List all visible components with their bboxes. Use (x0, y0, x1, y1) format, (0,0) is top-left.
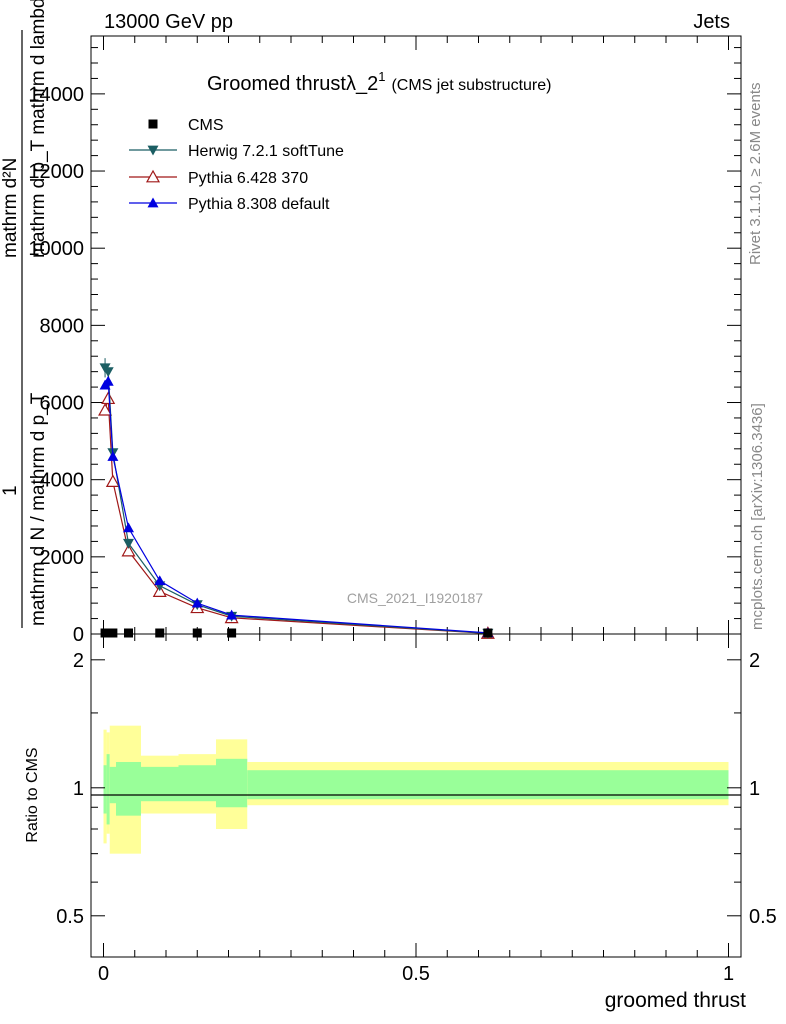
legend-herwig: Herwig 7.2.1 softTune (188, 143, 344, 160)
ratio-y-tick-label: 2 (73, 650, 84, 672)
series-point-3 (107, 451, 119, 461)
top-x-ticks (103, 36, 729, 634)
y-tick-label: 2000 (40, 547, 85, 569)
ratio-y-tick-label: 0.5 (56, 906, 84, 928)
x-axis-label: groomed thrust (605, 989, 746, 1012)
series-point-3 (102, 375, 114, 386)
y-tick-label: 6000 (40, 393, 85, 415)
top-y-ticks: 0 2000 4000 6000 8000 10000 12000 14000 (28, 47, 741, 646)
legend-marker-cms (148, 119, 158, 129)
ratio-y-tick-label-right: 0.5 (749, 906, 777, 928)
stat-uncertainty-band (116, 761, 141, 816)
series-point-3 (154, 575, 166, 586)
cms-data-point (483, 628, 493, 638)
legend-pythia6: Pythia 6.428 370 (188, 170, 308, 187)
legend-markers (129, 119, 177, 208)
plot-title: Groomed thrustλ_21 (CMS jet substructure) (207, 69, 551, 95)
legend-marker-1 (147, 145, 159, 156)
analysis-watermark: CMS_2021_I1920187 (347, 590, 483, 606)
series-point-1 (102, 367, 114, 378)
y-tick-label: 4000 (40, 470, 85, 492)
rivet-label: Rivet 3.1.10, ≥ 2.6M events (747, 83, 764, 266)
ratio-ticks: 0.5 0.5 1 1 2 2 (56, 634, 777, 957)
stat-uncertainty-band (109, 766, 116, 804)
ratio-y-tick-label-right: 2 (749, 650, 760, 672)
ylabel-num-inner: 1 (0, 485, 21, 496)
stat-uncertainty-band (141, 766, 179, 802)
series-layer (98, 358, 495, 639)
x-tick-label: 0.5 (402, 963, 430, 985)
y-tick-label: 14000 (28, 84, 84, 106)
ratio-bands (103, 725, 729, 854)
legend-pythia8: Pythia 8.308 default (188, 196, 330, 213)
header-energy: 13000 GeV pp (104, 11, 233, 33)
stat-uncertainty-band (216, 758, 248, 808)
cms-data-point (124, 628, 133, 638)
title-sub: (CMS jet substructure) (391, 77, 551, 94)
y-tick-label: 10000 (28, 238, 84, 260)
series-line-3 (104, 379, 488, 634)
legend: CMS Herwig 7.2.1 softTune Pythia 6.428 3… (129, 117, 344, 213)
series-point-3 (226, 609, 238, 620)
y-tick-label: 0 (73, 624, 84, 646)
ratio-y-tick-label-right: 1 (749, 778, 760, 800)
cms-data-point (192, 628, 202, 638)
top-y-axis-label: mathrm d²N mathrm d p_T mathrm d lambda … (0, 0, 49, 628)
y-tick-label: 12000 (28, 161, 84, 183)
series-point-3 (191, 597, 203, 608)
header-jets: Jets (693, 11, 730, 33)
cms-data-point (155, 628, 165, 638)
cms-data-point (103, 628, 113, 638)
mcplots-label: mcplots.cern.ch [arXiv:1306.3436] (749, 403, 766, 630)
series-point-2 (101, 391, 116, 405)
series-point-2 (98, 402, 113, 416)
ratio-y-tick-label: 1 (73, 778, 84, 800)
ratio-y-axis-label: Ratio to CMS (24, 747, 41, 842)
ylabel-den-inner: mathrm d N / mathrm d p_T (28, 392, 49, 626)
series-point-1 (123, 538, 134, 549)
ylabel-den-outer: mathrm d p_T mathrm d lambda (28, 0, 49, 258)
stat-uncertainty-band (103, 765, 107, 814)
y-tick-label: 8000 (40, 315, 85, 337)
series-point-2 (105, 474, 120, 488)
title-sup: 1 (378, 69, 385, 84)
stat-uncertainty-band (247, 770, 729, 800)
cms-data-point (227, 628, 237, 638)
x-tick-labels: 0 0.5 1 (98, 963, 734, 985)
stat-uncertainty-band (106, 754, 110, 825)
ylabel-num-outer: mathrm d²N (0, 158, 21, 258)
legend-cms: CMS (188, 117, 224, 134)
series-point-2 (121, 543, 136, 557)
title-main: Groomed thrustλ_2 (207, 73, 378, 95)
series-point-3 (123, 522, 134, 533)
x-tick-label: 1 (723, 963, 734, 985)
stat-uncertainty-band (178, 765, 216, 802)
legend-marker-2 (145, 169, 161, 183)
legend-marker-3 (147, 197, 159, 208)
cms-data-point (108, 628, 118, 638)
x-tick-label: 0 (98, 963, 109, 985)
